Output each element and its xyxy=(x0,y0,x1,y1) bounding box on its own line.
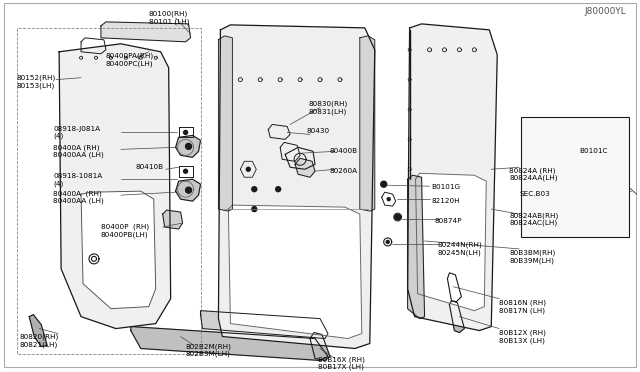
Text: 80400A  (RH)
80400AA (LH): 80400A (RH) 80400AA (LH) xyxy=(53,190,104,204)
Polygon shape xyxy=(175,179,200,201)
Polygon shape xyxy=(546,183,548,185)
Polygon shape xyxy=(558,203,560,205)
Polygon shape xyxy=(228,205,362,339)
Polygon shape xyxy=(163,210,182,229)
Text: 80B16X (RH)
80B17X (LH): 80B16X (RH) 80B17X (LH) xyxy=(318,356,365,371)
Polygon shape xyxy=(395,214,401,220)
Text: 802B2M(RH)
802B3M(LH): 802B2M(RH) 802B3M(LH) xyxy=(186,343,232,357)
Polygon shape xyxy=(295,158,315,177)
Text: 80820(RH)
80821(LH): 80820(RH) 80821(LH) xyxy=(19,334,58,347)
Text: 80100(RH)
80101 (LH): 80100(RH) 80101 (LH) xyxy=(148,11,189,25)
Polygon shape xyxy=(184,131,188,134)
Polygon shape xyxy=(588,183,590,185)
Text: 80830(RH)
80831(LH): 80830(RH) 80831(LH) xyxy=(308,100,348,115)
Polygon shape xyxy=(218,36,232,211)
Text: 82120H: 82120H xyxy=(431,198,460,204)
Text: 80400A (RH)
80400AA (LH): 80400A (RH) 80400AA (LH) xyxy=(53,144,104,158)
Polygon shape xyxy=(408,175,424,318)
Polygon shape xyxy=(175,135,200,157)
Polygon shape xyxy=(408,24,497,331)
Text: 80816N (RH)
80817N (LH): 80816N (RH) 80817N (LH) xyxy=(499,300,546,314)
Polygon shape xyxy=(449,301,465,333)
Text: B0101C: B0101C xyxy=(579,148,607,154)
Polygon shape xyxy=(381,181,387,187)
Polygon shape xyxy=(360,36,375,211)
Polygon shape xyxy=(573,143,575,145)
Polygon shape xyxy=(101,22,191,42)
Text: 80B12X (RH)
80B13X (LH): 80B12X (RH) 80B13X (LH) xyxy=(499,330,546,343)
Polygon shape xyxy=(276,187,281,192)
Polygon shape xyxy=(59,44,171,328)
Text: 08918-1081A
(4): 08918-1081A (4) xyxy=(53,173,102,187)
Polygon shape xyxy=(573,183,575,185)
Polygon shape xyxy=(246,167,250,171)
Text: 80824A (RH)
80824AA(LH): 80824A (RH) 80824AA(LH) xyxy=(509,167,557,181)
Text: 80B3BM(RH)
80B39M(LH): 80B3BM(RH) 80B39M(LH) xyxy=(509,250,556,264)
Polygon shape xyxy=(186,187,191,193)
Text: 08918-J081A
(4): 08918-J081A (4) xyxy=(53,126,100,139)
Polygon shape xyxy=(588,143,590,145)
Polygon shape xyxy=(546,143,548,145)
Polygon shape xyxy=(186,143,191,149)
Polygon shape xyxy=(578,203,580,205)
Polygon shape xyxy=(558,143,560,145)
Text: 80260A: 80260A xyxy=(330,168,358,174)
Text: 80152(RH)
80153(LH): 80152(RH) 80153(LH) xyxy=(17,75,56,89)
Polygon shape xyxy=(81,191,156,309)
Polygon shape xyxy=(386,240,389,243)
Text: 80874P: 80874P xyxy=(435,218,462,224)
Text: 80400P  (RH)
80400PB(LH): 80400P (RH) 80400PB(LH) xyxy=(101,224,149,238)
Polygon shape xyxy=(626,186,629,189)
Polygon shape xyxy=(529,118,619,231)
Polygon shape xyxy=(558,183,560,185)
Polygon shape xyxy=(387,198,390,201)
Polygon shape xyxy=(131,327,328,360)
Text: 80824AB(RH)
80824AC(LH): 80824AB(RH) 80824AC(LH) xyxy=(509,212,559,226)
Polygon shape xyxy=(200,311,328,339)
Text: SEC.B03: SEC.B03 xyxy=(519,191,550,197)
Polygon shape xyxy=(218,25,375,349)
Text: 80430: 80430 xyxy=(306,128,329,134)
Polygon shape xyxy=(415,173,486,311)
Text: 80244N(RH)
80245N(LH): 80244N(RH) 80245N(LH) xyxy=(438,242,482,256)
Polygon shape xyxy=(252,187,257,192)
Bar xyxy=(521,118,628,237)
Polygon shape xyxy=(573,163,575,166)
Polygon shape xyxy=(447,273,461,302)
Text: J80000YL: J80000YL xyxy=(585,7,627,16)
Text: 80410B: 80410B xyxy=(136,164,164,170)
Polygon shape xyxy=(184,169,188,173)
Polygon shape xyxy=(546,163,548,166)
Polygon shape xyxy=(310,333,330,360)
Polygon shape xyxy=(252,206,257,212)
Text: 80400B: 80400B xyxy=(330,148,358,154)
Text: B0101G: B0101G xyxy=(431,184,461,190)
Polygon shape xyxy=(29,315,47,346)
Text: 80400PA(RH)
80400PC(LH): 80400PA(RH) 80400PC(LH) xyxy=(106,53,154,67)
